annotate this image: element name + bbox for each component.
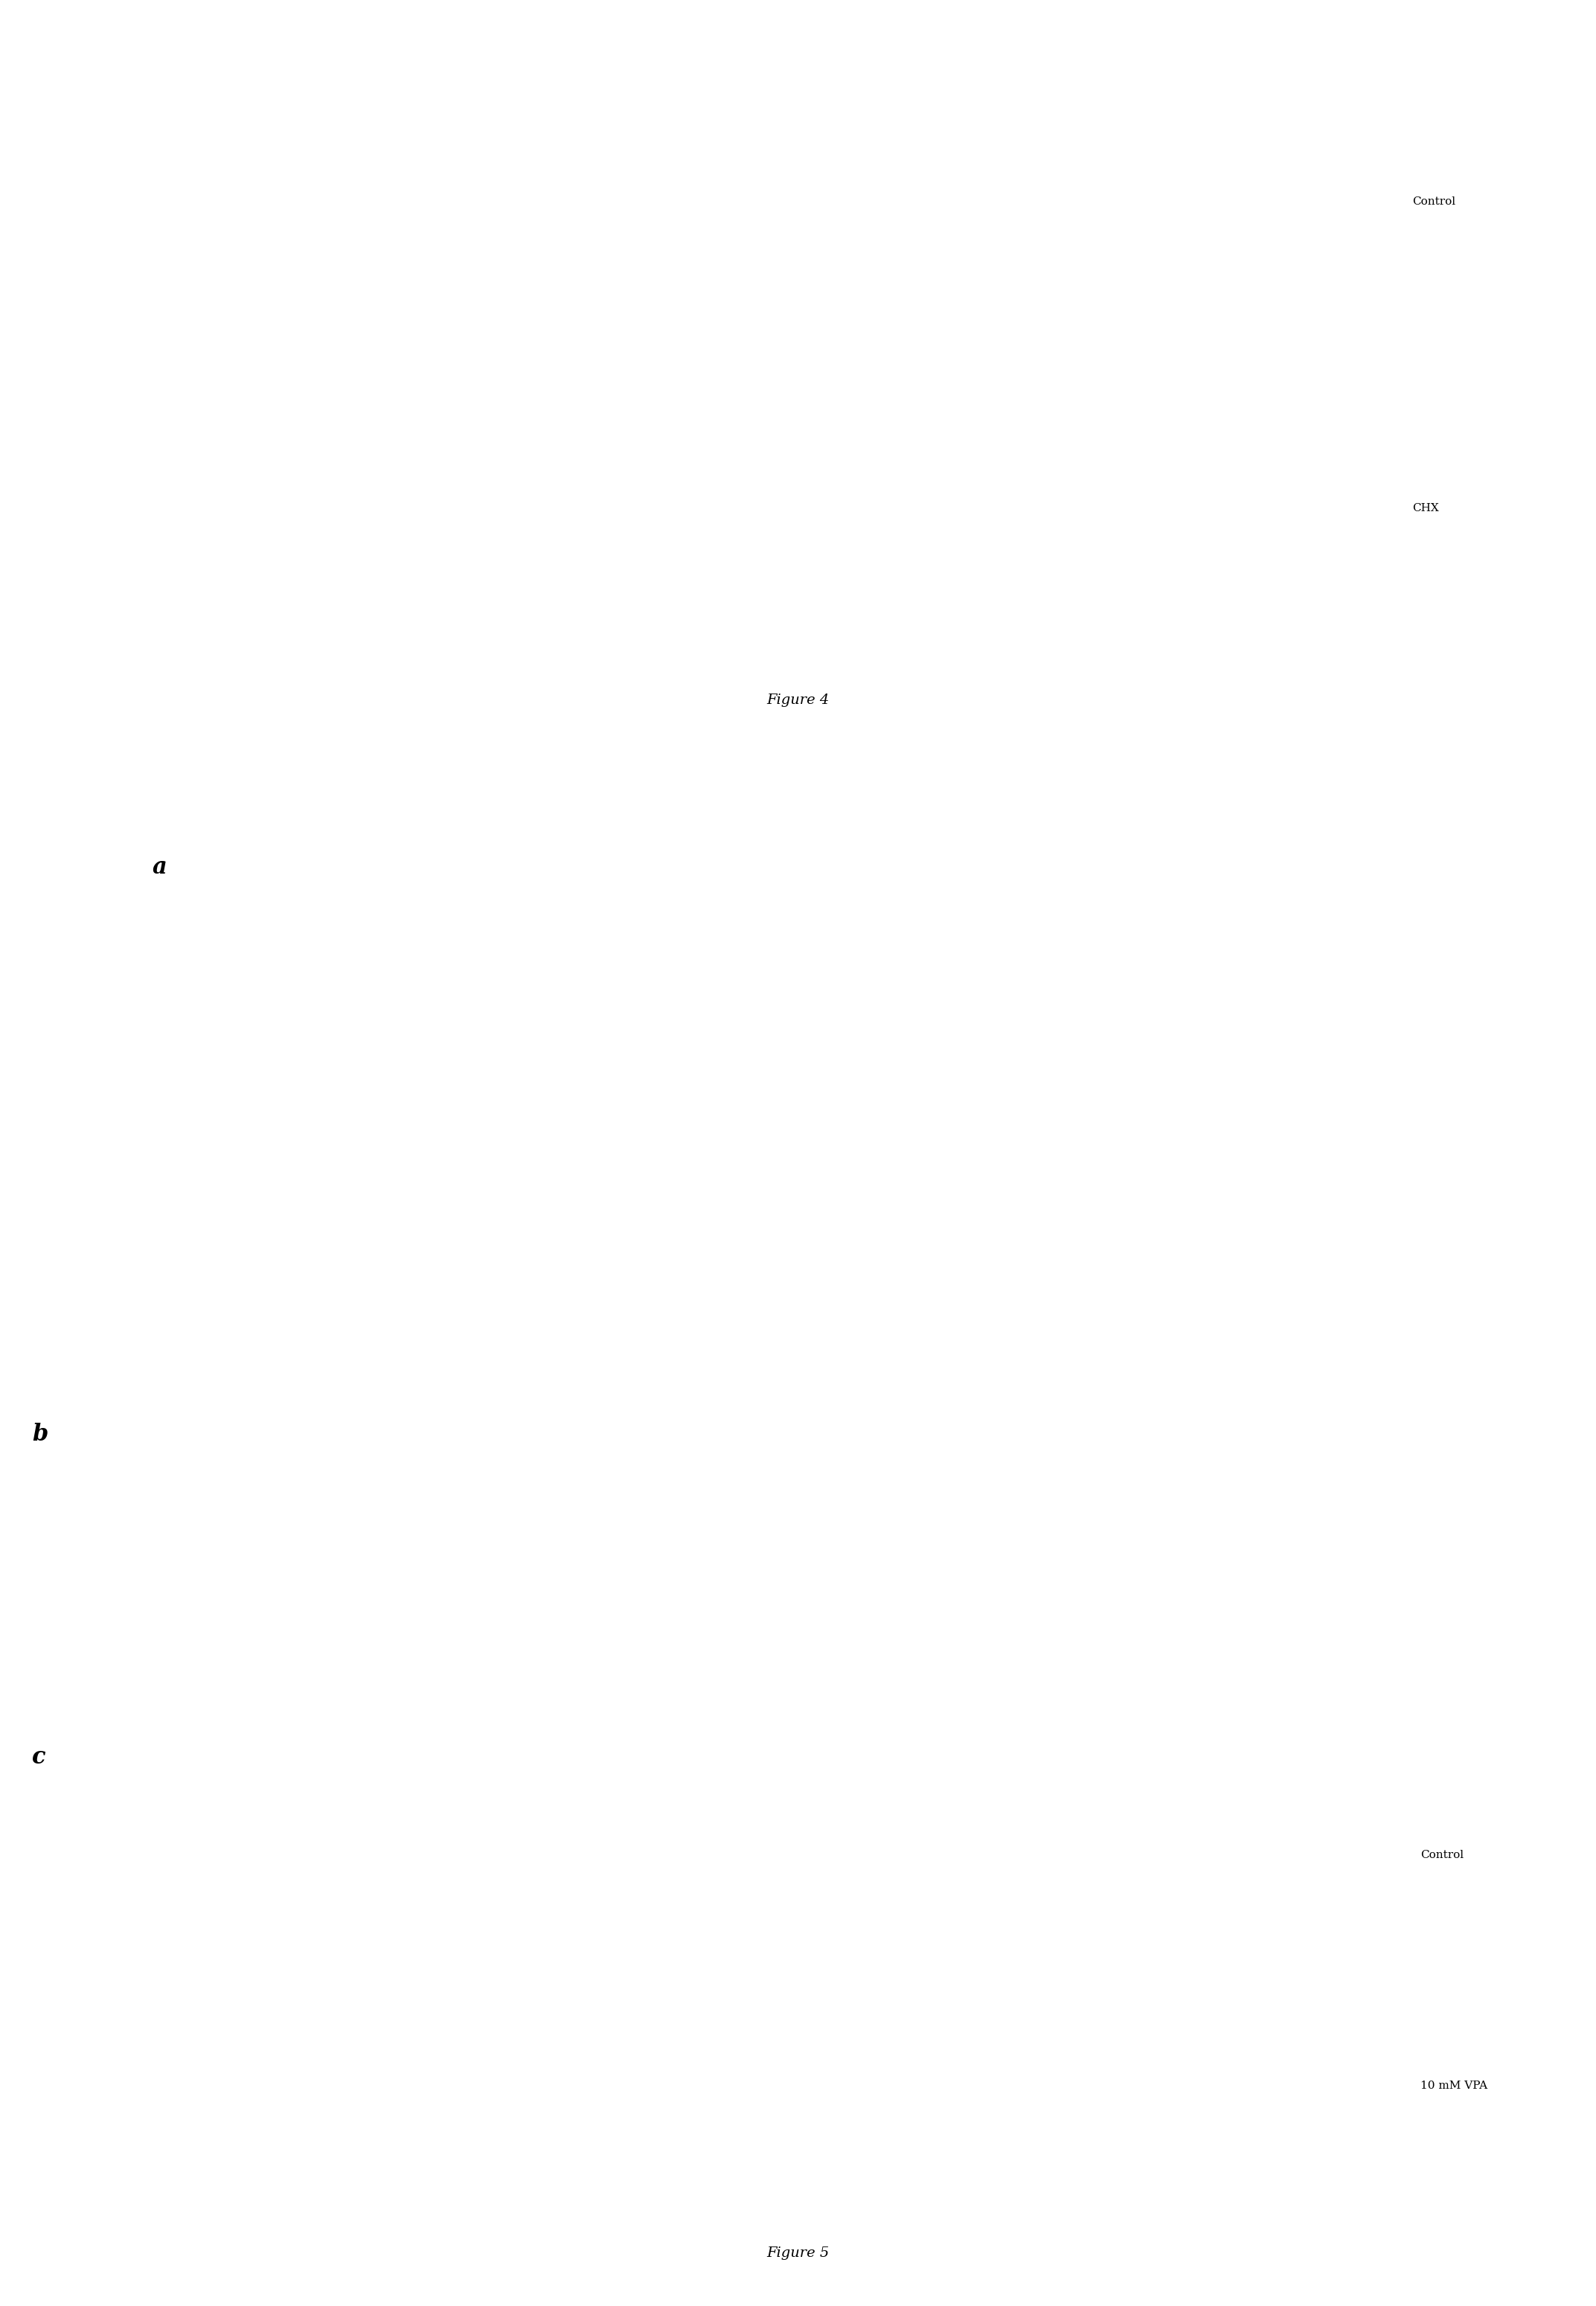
Text: 2 mM: 2 mM <box>445 1430 472 1439</box>
Text: Gemin2: Gemin2 <box>73 1753 110 1762</box>
Text: Gemin2: Gemin2 <box>72 374 109 383</box>
Text: VPA: VPA <box>1074 839 1093 849</box>
Text: Gemin3: Gemin3 <box>338 67 375 76</box>
Text: Gemin7: Gemin7 <box>1138 374 1175 383</box>
Text: Gemin7: Gemin7 <box>1138 67 1175 76</box>
Text: Gemin2: Gemin2 <box>72 67 109 76</box>
Text: Figure 5: Figure 5 <box>766 2246 830 2260</box>
Text: 10 mM VPA: 10 mM VPA <box>1420 2080 1487 2092</box>
Text: Gemin3: Gemin3 <box>338 374 375 383</box>
Text: 10 mM: 10 mM <box>1187 1430 1221 1439</box>
Text: CHX: CHX <box>1412 503 1440 514</box>
Text: c: c <box>32 1746 46 1769</box>
Text: Figure 4: Figure 4 <box>766 694 830 706</box>
Text: Gemin5: Gemin5 <box>605 67 642 76</box>
Text: Gemin2: Gemin2 <box>73 1983 110 1992</box>
Text: VPA: VPA <box>397 1637 417 1646</box>
Text: Gemin5: Gemin5 <box>744 1753 780 1762</box>
Text: VPA: VPA <box>1140 1637 1159 1646</box>
Text: a: a <box>152 856 168 879</box>
Text: VPA: VPA <box>1510 1637 1529 1646</box>
Text: Gemin3: Gemin3 <box>409 1753 445 1762</box>
Text: Gemin5: Gemin5 <box>605 374 642 383</box>
Text: VPA: VPA <box>768 1637 787 1646</box>
Text: TSA: TSA <box>702 839 721 849</box>
Text: Apicidin: Apicidin <box>1074 1095 1114 1105</box>
Text: Gemin6: Gemin6 <box>1079 1983 1116 1992</box>
Text: Control: Control <box>1412 196 1456 208</box>
Text: Gemin5: Gemin5 <box>744 1983 780 1992</box>
Text: Gemin6: Gemin6 <box>871 67 908 76</box>
Text: Scriptaid: Scriptaid <box>330 1095 373 1105</box>
Text: 5 mM: 5 mM <box>817 1430 844 1439</box>
Text: Gemin3: Gemin3 <box>409 1983 445 1992</box>
Text: Control: Control <box>1420 1849 1464 1861</box>
Text: Gemin6: Gemin6 <box>871 374 908 383</box>
Text: HDAC Inhibitor 1: HDAC Inhibitor 1 <box>702 1095 785 1105</box>
Text: Gemin6: Gemin6 <box>1079 1753 1116 1762</box>
Text: b: b <box>32 1423 48 1446</box>
Text: Control: Control <box>330 839 365 849</box>
Text: 0 mM: 0 mM <box>75 1430 102 1439</box>
